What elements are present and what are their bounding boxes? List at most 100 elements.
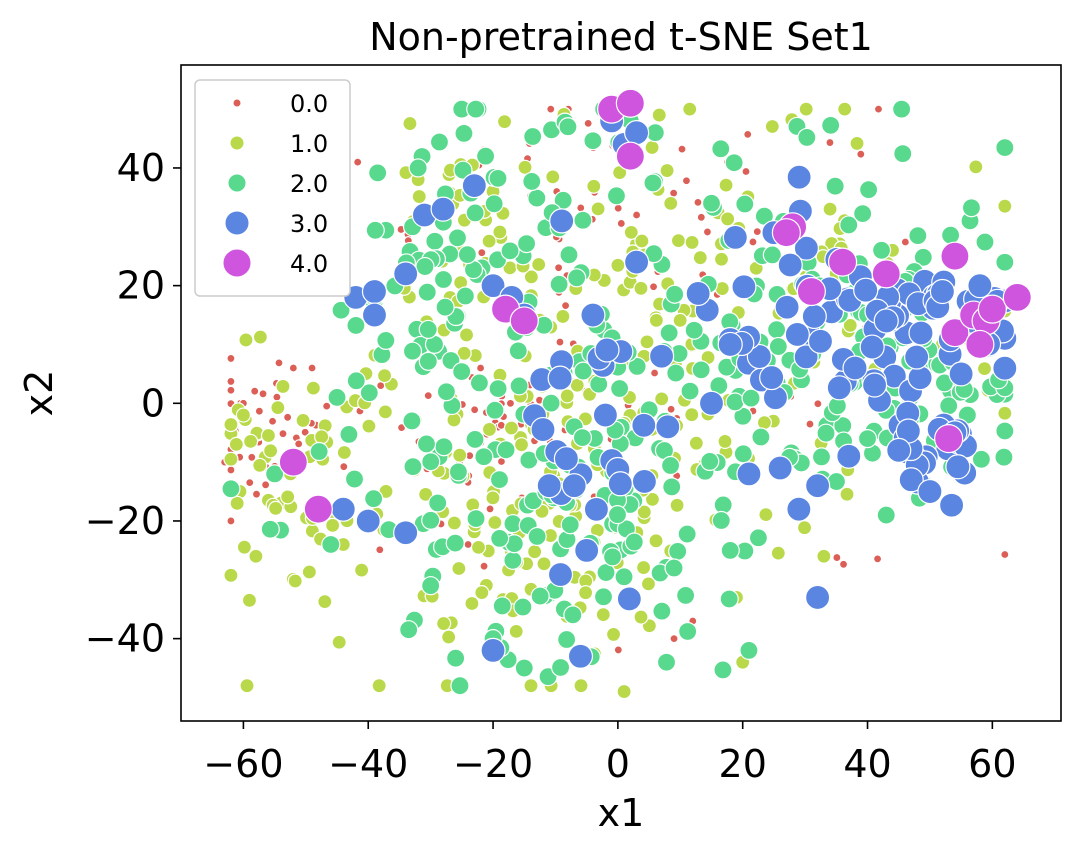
data-point-class-2 (474, 447, 494, 467)
data-point-class-1 (451, 560, 467, 577)
data-point-class-0 (666, 404, 676, 414)
data-point-class-2 (610, 378, 630, 399)
data-point-class-2 (811, 447, 832, 467)
data-point-class-3 (330, 496, 356, 522)
data-point-class-0 (274, 358, 284, 368)
data-point-class-3 (786, 164, 812, 190)
ticks-layer: −60 −40 −20 0 20 40 60 −40 −20 0 20 40 (85, 146, 1017, 786)
data-point-class-2 (541, 393, 561, 413)
data-point-class-0 (702, 227, 713, 237)
data-point-class-1 (474, 585, 490, 601)
data-point-class-2 (748, 528, 769, 548)
data-point-class-2 (766, 320, 787, 340)
data-point-class-0 (475, 363, 486, 373)
data-point-class-0 (576, 203, 586, 213)
data-point-class-3 (361, 278, 388, 305)
data-point-class-0 (669, 634, 679, 644)
data-point-class-3 (480, 637, 506, 663)
data-point-class-3 (574, 537, 600, 563)
data-point-class-2 (402, 411, 422, 431)
data-point-class-1 (616, 683, 632, 700)
data-point-class-2 (346, 315, 366, 336)
data-point-class-3 (580, 302, 606, 328)
data-point-class-0 (873, 104, 884, 114)
data-point-class-2 (428, 493, 448, 513)
data-point-class-1 (228, 436, 244, 452)
data-point-class-0 (583, 118, 593, 128)
data-point-class-0 (546, 104, 556, 114)
data-point-class-1 (513, 437, 530, 453)
data-point-class-1 (639, 334, 655, 350)
data-point-class-3 (685, 280, 711, 307)
data-point-class-2 (961, 198, 982, 218)
data-point-class-2 (876, 505, 896, 525)
data-point-class-2 (469, 373, 490, 393)
data-point-class-0 (226, 385, 236, 395)
data-point-class-2 (402, 341, 423, 361)
data-point-class-1 (839, 486, 855, 502)
data-point-class-1 (481, 421, 498, 438)
data-point-class-4 (934, 423, 964, 454)
data-point-class-2 (221, 479, 241, 499)
data-point-class-2 (668, 541, 688, 561)
data-point-class-2 (607, 505, 628, 525)
data-point-class-2 (719, 589, 739, 609)
data-point-class-1 (452, 447, 468, 463)
data-point-class-1 (717, 433, 733, 450)
x-tick-label: 20 (719, 742, 767, 786)
data-point-class-3 (355, 508, 381, 534)
data-point-class-0 (748, 237, 758, 247)
data-point-class-1 (239, 678, 255, 694)
data-point-class-3 (861, 372, 888, 398)
data-point-class-3 (631, 412, 657, 438)
data-point-class-0 (272, 392, 282, 402)
data-point-class-1 (411, 188, 427, 205)
data-point-class-0 (479, 561, 489, 571)
data-point-class-1 (446, 412, 462, 428)
data-point-class-2 (399, 620, 419, 640)
y-tick-label: −20 (85, 499, 165, 543)
x-axis-label: x1 (598, 791, 645, 835)
data-point-class-1 (559, 388, 575, 404)
data-point-class-2 (368, 163, 388, 183)
data-point-class-1 (236, 539, 252, 555)
data-point-class-2 (450, 676, 470, 696)
data-point-class-1 (595, 607, 611, 623)
data-point-class-3 (736, 461, 762, 487)
data-point-class-1 (325, 517, 341, 533)
data-point-class-1 (997, 405, 1013, 421)
data-point-class-1 (796, 520, 813, 536)
data-point-class-2 (839, 215, 859, 235)
data-point-class-3 (786, 496, 812, 522)
data-point-class-1 (314, 429, 330, 445)
x-tick-label: 0 (606, 742, 630, 786)
points-layer (220, 88, 1032, 700)
data-point-class-2 (364, 489, 384, 509)
data-point-class-3 (948, 361, 974, 387)
data-point-class-2 (762, 245, 782, 265)
data-point-class-2 (664, 558, 684, 578)
data-point-class-0 (267, 416, 278, 426)
data-point-class-0 (258, 389, 268, 399)
data-point-class-1 (354, 562, 370, 578)
data-point-class-2 (660, 455, 681, 476)
data-point-class-0 (743, 129, 753, 139)
data-point-class-3 (886, 437, 912, 463)
data-point-class-2 (434, 437, 454, 457)
data-point-class-3 (898, 467, 924, 493)
data-point-class-2 (484, 194, 504, 214)
data-point-class-1 (713, 251, 730, 267)
data-point-class-1 (268, 500, 284, 516)
data-point-class-0 (681, 176, 692, 186)
data-point-class-1 (531, 256, 547, 273)
data-point-class-3 (624, 249, 650, 275)
data-point-class-2 (549, 274, 569, 294)
data-point-class-0 (226, 376, 236, 387)
data-point-class-2 (453, 160, 473, 180)
data-point-class-2 (496, 440, 516, 460)
data-point-class-2 (466, 509, 486, 529)
data-point-class-0 (560, 301, 571, 311)
data-point-class-2 (490, 528, 510, 549)
data-point-class-2 (523, 126, 543, 147)
data-point-class-4 (278, 447, 308, 477)
